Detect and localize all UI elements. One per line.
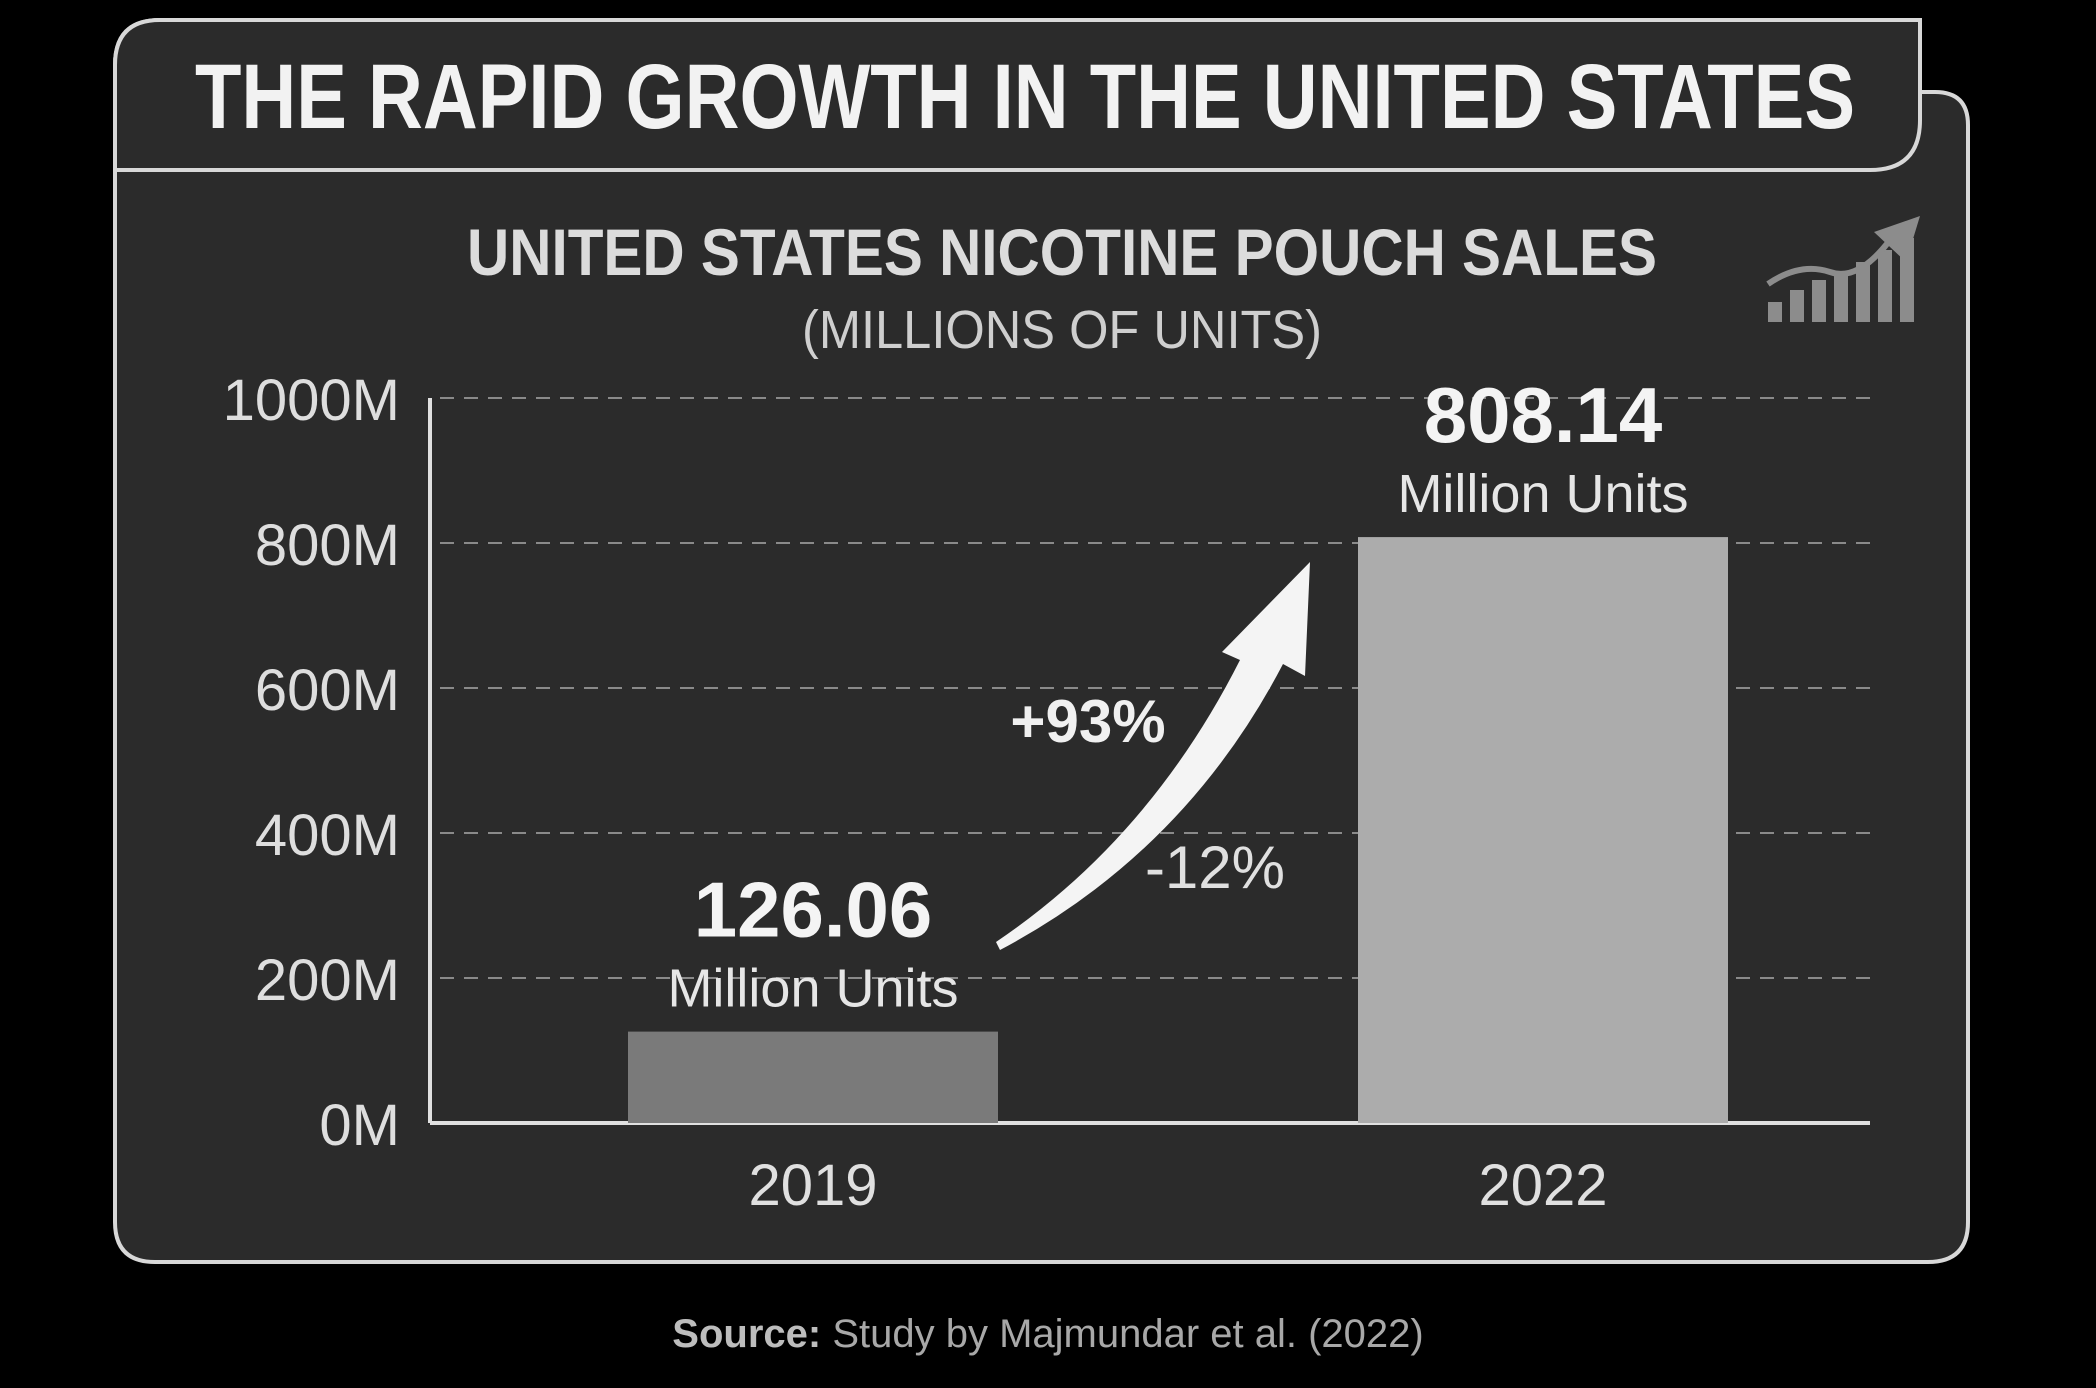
annotation-minus-12: -12% xyxy=(1145,834,1285,901)
data-label-unit: Million Units xyxy=(1397,464,1688,524)
chart-title: UNITED STATES NICOTINE POUCH SALES xyxy=(467,215,1657,289)
growth-arrow xyxy=(996,562,1310,950)
annotation-plus-93: +93% xyxy=(1010,688,1165,755)
source-note: Source: Study by Majmundar et al. (2022) xyxy=(0,1312,2096,1357)
y-tick-label: 800M xyxy=(255,513,400,578)
data-label-unit: Million Units xyxy=(667,959,958,1019)
y-tick-label: 600M xyxy=(255,658,400,723)
y-tick-label: 200M xyxy=(255,948,400,1013)
chart-subtitle: (MILLIONS OF UNITS) xyxy=(802,300,1322,360)
source-label: Source: xyxy=(672,1312,822,1356)
x-tick-label: 2019 xyxy=(748,1153,877,1218)
title-banner xyxy=(113,18,1922,172)
y-tick-label: 0M xyxy=(319,1093,400,1158)
bar-2019 xyxy=(628,1031,998,1123)
data-label-value: 126.06 xyxy=(694,866,933,954)
bar-2022 xyxy=(1358,537,1728,1123)
growth-chart-icon xyxy=(1766,216,1920,322)
banner-title: THE RAPID GROWTH IN THE UNITED STATES xyxy=(195,46,1855,148)
x-tick-label: 2022 xyxy=(1478,1153,1607,1218)
source-text: Study by Majmundar et al. (2022) xyxy=(821,1312,1424,1356)
data-label-value: 808.14 xyxy=(1424,371,1663,459)
y-tick-label: 400M xyxy=(255,803,400,868)
y-tick-label: 1000M xyxy=(223,368,400,433)
